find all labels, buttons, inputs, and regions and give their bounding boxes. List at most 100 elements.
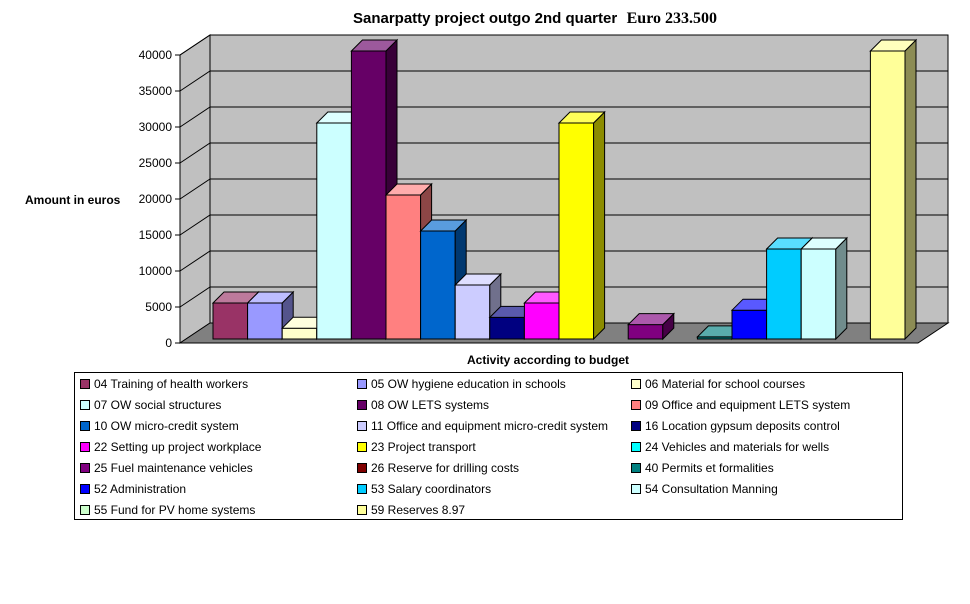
y-tick-label: 35000 (139, 84, 173, 98)
bar-top (799, 237, 849, 250)
legend-swatch (357, 399, 367, 410)
legend-item: 24 Vehicles and materials for wells (631, 439, 829, 455)
legend-item: 08 OW LETS systems (357, 397, 489, 413)
y-axis-title: Amount in euros (25, 193, 121, 207)
legend-swatch (631, 420, 641, 431)
legend-label: 08 OW LETS systems (371, 398, 490, 412)
legend-label: 10 OW micro-credit system (94, 419, 239, 433)
bar-front (212, 302, 249, 340)
gridline (179, 286, 948, 308)
legend-label: 26 Reserve for drilling costs (371, 461, 520, 475)
gridline (179, 106, 948, 128)
legend-label: 52 Administration (94, 482, 187, 496)
legend-swatch (631, 399, 641, 410)
bar-side (593, 110, 606, 341)
bar-side (835, 236, 848, 341)
legend-item: 09 Office and equipment LETS system (631, 397, 850, 413)
legend-swatch (357, 441, 367, 452)
bar-front (385, 194, 422, 340)
legend-swatch (631, 483, 641, 494)
legend-item: 22 Setting up project workplace (80, 439, 261, 455)
legend-item: 11 Office and equipment micro-credit sys… (357, 418, 608, 434)
gridline (179, 178, 948, 200)
y-tick-label: 20000 (139, 192, 173, 206)
legend-item: 52 Administration (80, 481, 186, 497)
y-tick-label: 5000 (145, 300, 172, 314)
bar-front (523, 302, 560, 340)
legend-item: 55 Fund for PV home systems (80, 502, 255, 518)
legend-swatch (357, 462, 367, 473)
bar-front (800, 248, 837, 340)
bar-top (453, 273, 503, 286)
bar-54 (799, 236, 849, 341)
legend-label: 22 Setting up project workplace (94, 440, 262, 454)
bar-front (766, 248, 802, 340)
bar-front (731, 309, 768, 340)
legend-swatch (80, 420, 90, 431)
bar-05 (246, 290, 295, 341)
legend-item: 06 Material for school courses (631, 376, 805, 392)
legend-label: 24 Vehicles and materials for wells (645, 440, 830, 454)
legend-swatch (357, 483, 367, 494)
bar-23 (557, 110, 606, 341)
chart-title-amount: Euro 233.500 (627, 10, 717, 27)
legend-swatch (357, 378, 367, 389)
legend-item: 25 Fuel maintenance vehicles (80, 460, 253, 476)
bar-front (281, 327, 318, 340)
bar-top (246, 291, 295, 304)
bar-59 (869, 38, 918, 341)
chart-area: Sanarpatty project outgo 2nd quarter Eur… (25, 10, 950, 367)
y-axis: 0 5000 10000 15000 20000 25000 30000 35000 40000 (139, 48, 181, 350)
bar-25 (626, 312, 676, 341)
x-axis-title: Activity according to budget (467, 353, 629, 367)
bar-side (904, 38, 917, 341)
legend-label: 40 Permits et formalities (645, 461, 774, 475)
bar-front (350, 50, 387, 340)
legend: 04 Training of health workers 05 OW hygie… (74, 372, 903, 520)
gridline (179, 142, 948, 164)
legend-label: 05 OW hygiene education in schools (371, 377, 566, 391)
chart-title-main: Sanarpatty project outgo 2nd quarter (353, 10, 617, 27)
legend-swatch (80, 504, 90, 515)
bar-front (454, 284, 491, 340)
bar-top (869, 39, 918, 52)
legend-label: 06 Material for school courses (645, 377, 806, 391)
legend-label: 23 Project transport (371, 440, 476, 454)
legend-item: 10 OW micro-credit system (80, 418, 239, 434)
y-tick-label: 25000 (139, 156, 173, 170)
legend-swatch (631, 462, 641, 473)
legend-swatch (80, 483, 90, 494)
bar-front (627, 324, 664, 340)
bar-front (247, 302, 283, 340)
legend-label: 07 OW social structures (94, 398, 222, 412)
legend-item: 04 Training of health workers (80, 376, 248, 392)
bar-front (489, 316, 525, 340)
y-tick-label: 40000 (139, 48, 173, 62)
chart-title: Sanarpatty project outgo 2nd quarter Eur… (353, 10, 717, 27)
legend-item: 23 Project transport (357, 439, 476, 455)
legend-label: 54 Consultation Manning (645, 482, 778, 496)
legend-item: 54 Consultation Manning (631, 481, 778, 497)
gridline (179, 70, 948, 92)
legend-item: 07 OW social structures (80, 397, 221, 413)
gridline (179, 214, 948, 236)
legend-item: 59 Reserves 8.97 (357, 502, 465, 518)
legend-item: 40 Permits et formalities (631, 460, 774, 476)
legend-item: 26 Reserve for drilling costs (357, 460, 519, 476)
bar-front (316, 122, 352, 340)
legend-label: 55 Fund for PV home systems (94, 503, 256, 517)
bar-top (626, 313, 676, 326)
legend-swatch (631, 378, 641, 389)
bars (211, 38, 918, 341)
bar-front (869, 50, 906, 340)
legend-label: 09 Office and equipment LETS system (645, 398, 851, 412)
legend-label: 16 Location gypsum deposits control (645, 419, 840, 433)
legend-swatch (357, 504, 367, 515)
legend-label: 53 Salary coordinators (371, 482, 492, 496)
gridline (179, 34, 948, 56)
bar-top (557, 111, 606, 124)
gridline (179, 250, 948, 272)
y-tick-label: 0 (165, 336, 172, 350)
legend-item: 16 Location gypsum deposits control (631, 418, 840, 434)
bar-top (384, 183, 433, 196)
